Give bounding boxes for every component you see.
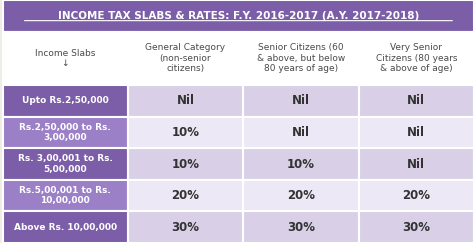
Bar — [3, 211, 128, 243]
Bar — [358, 180, 474, 211]
Text: Income Slabs
↓: Income Slabs ↓ — [35, 49, 95, 68]
Bar — [243, 148, 358, 180]
Bar — [3, 0, 474, 32]
Text: 10%: 10% — [287, 157, 315, 171]
Bar — [358, 148, 474, 180]
Bar — [3, 180, 128, 211]
Text: Nil: Nil — [292, 126, 310, 139]
Bar — [3, 148, 128, 180]
Bar — [128, 85, 243, 117]
Bar — [128, 117, 243, 148]
Bar — [243, 117, 358, 148]
Text: General Category
(non-senior
citizens): General Category (non-senior citizens) — [146, 43, 226, 73]
Bar — [128, 148, 243, 180]
Bar — [358, 211, 474, 243]
Bar — [3, 117, 128, 148]
Bar — [128, 211, 243, 243]
Text: 20%: 20% — [172, 189, 200, 202]
Bar — [128, 32, 243, 85]
Text: 10%: 10% — [172, 157, 200, 171]
Text: Very Senior
Citizens (80 years
& above of age): Very Senior Citizens (80 years & above o… — [375, 43, 457, 73]
Text: Nil: Nil — [407, 126, 425, 139]
Bar — [243, 85, 358, 117]
Text: Nil: Nil — [292, 94, 310, 107]
Bar — [243, 211, 358, 243]
Bar — [358, 85, 474, 117]
Bar — [128, 180, 243, 211]
Bar — [243, 180, 358, 211]
Bar — [3, 85, 128, 117]
Text: Rs. 3,00,001 to Rs.
5,00,000: Rs. 3,00,001 to Rs. 5,00,000 — [18, 154, 113, 174]
Text: 30%: 30% — [402, 221, 430, 234]
Text: Above Rs. 10,00,000: Above Rs. 10,00,000 — [14, 223, 117, 232]
Text: 20%: 20% — [402, 189, 430, 202]
Text: 30%: 30% — [172, 221, 200, 234]
Text: Upto Rs.2,50,000: Upto Rs.2,50,000 — [22, 96, 109, 105]
Text: Rs.5,00,001 to Rs.
10,00,000: Rs.5,00,001 to Rs. 10,00,000 — [19, 186, 111, 205]
Text: 10%: 10% — [172, 126, 200, 139]
Text: Rs.2,50,000 to Rs.
3,00,000: Rs.2,50,000 to Rs. 3,00,000 — [19, 123, 111, 142]
Text: Nil: Nil — [407, 94, 425, 107]
Text: 20%: 20% — [287, 189, 315, 202]
Text: Nil: Nil — [407, 157, 425, 171]
Bar — [243, 32, 358, 85]
Text: INCOME TAX SLABS & RATES: F.Y. 2016-2017 (A.Y. 2017-2018): INCOME TAX SLABS & RATES: F.Y. 2016-2017… — [58, 11, 419, 21]
Text: Senior Citizens (60
& above, but below
80 years of age): Senior Citizens (60 & above, but below 8… — [257, 43, 345, 73]
Text: 30%: 30% — [287, 221, 315, 234]
Bar — [3, 32, 128, 85]
Bar — [358, 32, 474, 85]
Text: Nil: Nil — [176, 94, 194, 107]
Bar — [358, 117, 474, 148]
